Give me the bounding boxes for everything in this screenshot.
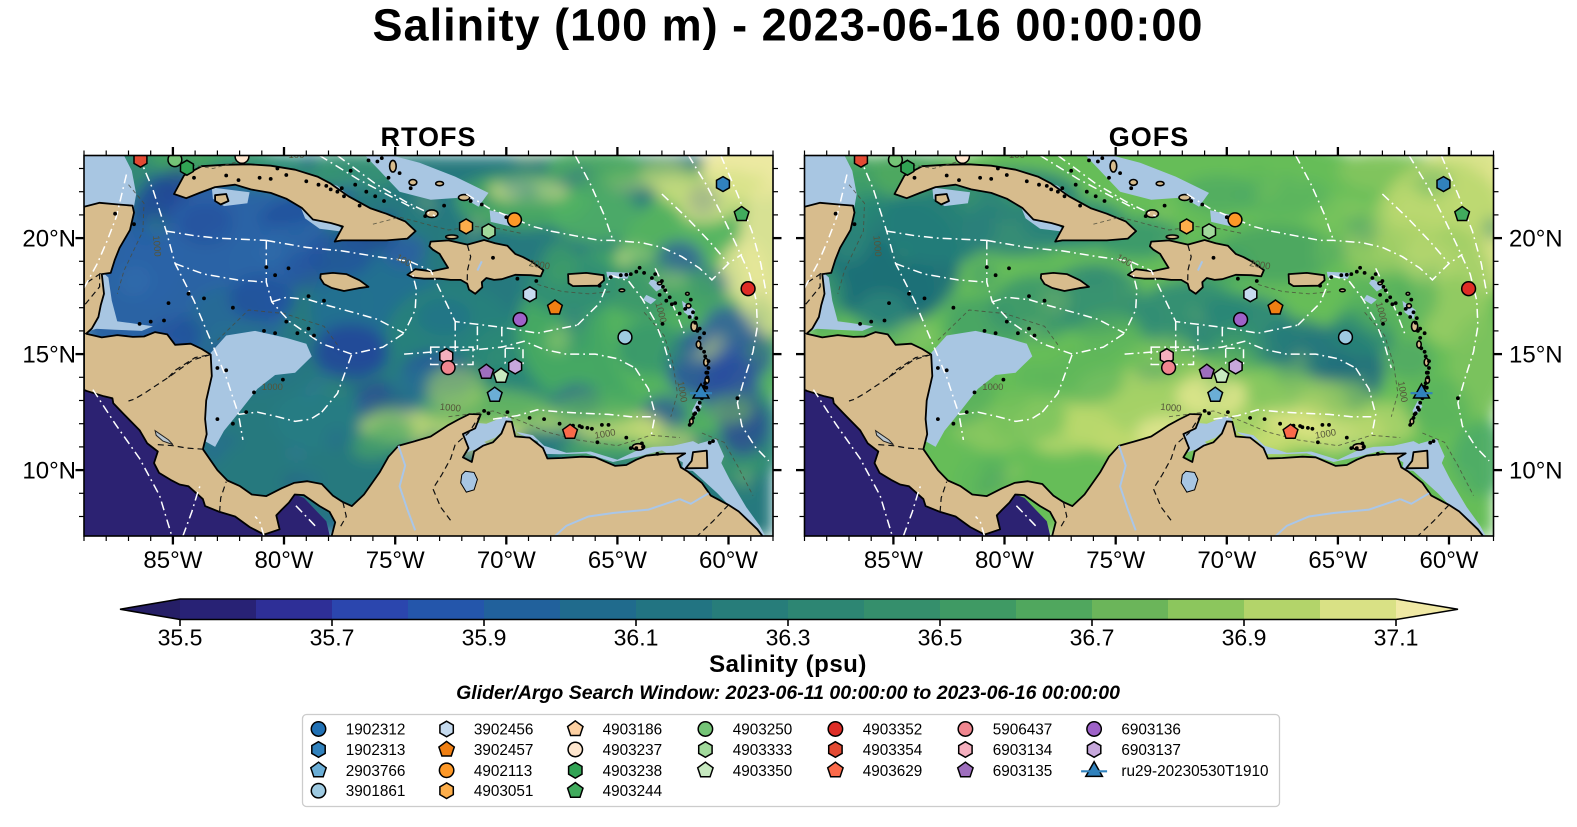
svg-text:6903137: 6903137 (1121, 742, 1181, 759)
svg-text:1000: 1000 (982, 382, 1003, 393)
svg-text:35.7: 35.7 (310, 625, 355, 651)
svg-text:35.5: 35.5 (158, 625, 203, 651)
svg-text:4902113: 4902113 (474, 763, 532, 780)
svg-text:RTOFS: RTOFS (380, 122, 476, 152)
svg-text:Salinity (psu): Salinity (psu) (709, 651, 867, 678)
svg-text:Salinity (100 m) - 2023-06-16: Salinity (100 m) - 2023-06-16 00:00:00 (373, 0, 1204, 51)
svg-text:10°N: 10°N (1509, 458, 1563, 485)
svg-text:37.1: 37.1 (1374, 625, 1419, 651)
svg-text:65°W: 65°W (588, 547, 647, 574)
svg-text:36.5: 36.5 (918, 625, 963, 651)
svg-text:60°W: 60°W (1420, 547, 1479, 574)
svg-text:10°N: 10°N (22, 458, 76, 485)
svg-text:6903134: 6903134 (993, 742, 1053, 759)
svg-text:4903238: 4903238 (603, 763, 663, 780)
svg-text:36.9: 36.9 (1222, 625, 1267, 651)
svg-text:1000: 1000 (652, 301, 668, 324)
svg-text:20°N: 20°N (1509, 226, 1563, 253)
svg-text:4903237: 4903237 (603, 742, 663, 759)
svg-text:1000: 1000 (150, 235, 163, 257)
svg-text:5906437: 5906437 (993, 722, 1053, 739)
svg-text:4903186: 4903186 (603, 722, 663, 739)
svg-text:65°W: 65°W (1308, 547, 1367, 574)
svg-text:60°W: 60°W (699, 547, 758, 574)
svg-text:1000: 1000 (1314, 427, 1337, 442)
svg-text:1000: 1000 (1160, 402, 1182, 415)
svg-text:85°W: 85°W (864, 547, 923, 574)
svg-text:2000: 2000 (528, 258, 551, 273)
svg-text:2903766: 2903766 (346, 763, 406, 780)
svg-text:GOFS: GOFS (1109, 122, 1190, 152)
svg-text:36.3: 36.3 (766, 625, 811, 651)
svg-text:20°N: 20°N (22, 226, 76, 253)
svg-text:4903352: 4903352 (863, 722, 923, 739)
svg-text:15°N: 15°N (22, 342, 76, 369)
svg-text:4903350: 4903350 (733, 763, 793, 780)
svg-text:70°W: 70°W (1197, 547, 1256, 574)
svg-text:15°N: 15°N (1509, 342, 1563, 369)
svg-text:1000: 1000 (1373, 301, 1389, 324)
svg-text:70°W: 70°W (477, 547, 536, 574)
svg-text:1000: 1000 (674, 381, 689, 404)
svg-text:4903354: 4903354 (863, 742, 923, 759)
svg-text:1902312: 1902312 (346, 722, 406, 739)
svg-text:ru29-20230530T1910: ru29-20230530T1910 (1121, 763, 1268, 780)
svg-text:1000: 1000 (262, 382, 283, 393)
svg-text:1000: 1000 (1395, 381, 1410, 404)
svg-text:4903629: 4903629 (863, 763, 923, 780)
svg-text:75°W: 75°W (366, 547, 425, 574)
svg-text:1000: 1000 (594, 427, 617, 442)
svg-text:35.9: 35.9 (462, 625, 507, 651)
svg-text:3902457: 3902457 (474, 742, 534, 759)
svg-text:3901861: 3901861 (346, 783, 406, 800)
svg-text:100: 100 (1009, 150, 1025, 161)
svg-text:36.7: 36.7 (1070, 625, 1115, 651)
svg-text:6903135: 6903135 (993, 763, 1053, 780)
svg-text:75°W: 75°W (1086, 547, 1145, 574)
svg-text:1000: 1000 (439, 402, 461, 415)
svg-text:100: 100 (289, 150, 305, 161)
svg-text:3902456: 3902456 (474, 722, 534, 739)
svg-text:4903051: 4903051 (474, 783, 534, 800)
svg-text:80°W: 80°W (255, 547, 314, 574)
svg-text:2000: 2000 (1248, 258, 1271, 273)
svg-text:80°W: 80°W (975, 547, 1034, 574)
svg-text:6903136: 6903136 (1121, 722, 1181, 739)
svg-text:1902313: 1902313 (346, 742, 406, 759)
svg-text:4903333: 4903333 (733, 742, 793, 759)
svg-text:36.1: 36.1 (614, 625, 659, 651)
svg-text:Glider/Argo Search Window: 202: Glider/Argo Search Window: 2023-06-11 00… (456, 682, 1120, 704)
svg-text:4903250: 4903250 (733, 722, 793, 739)
svg-text:1000: 1000 (870, 235, 883, 257)
svg-text:4903244: 4903244 (603, 783, 663, 800)
svg-text:85°W: 85°W (143, 547, 202, 574)
